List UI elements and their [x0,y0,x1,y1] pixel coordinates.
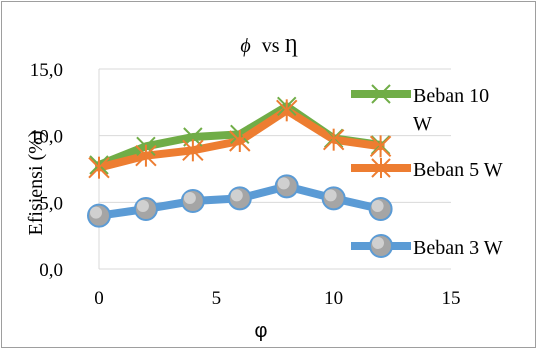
data-point-highlight [230,189,243,202]
legend-marker-0 [371,84,391,104]
data-point-highlight [371,200,384,212]
y-tick-labels: 0,0 5,0 10,0 15,0 [30,60,63,281]
legend-marker-1 [371,158,391,178]
legend-item-beban-10w: Beban 10 W [351,85,489,135]
chart-title-rest: vs Ƞ [262,35,298,57]
x-tick-label: 15 [442,288,461,309]
data-point-s2-6 [368,197,393,221]
x-axis-label: φ [255,320,268,342]
x-tick-label: 0 [94,288,104,309]
y-axis-label: Efisiensi (%) [25,131,47,236]
series-markers [87,96,393,228]
data-point-s1-5 [322,128,345,151]
data-point-s1-2 [182,139,204,162]
legend-label-beban-5w: Beban 5 W [413,159,503,181]
legend-label-beban-3w: Beban 3 W [413,237,503,259]
legend-marker-highlight [372,237,384,249]
data-point-s1-3 [229,130,251,152]
x-tick-label: 10 [324,288,343,309]
chart-title: ϕ vs Ƞ [240,35,297,57]
y-tick-label: 10,0 [30,127,63,148]
data-point-s1-0 [88,156,110,179]
y-tick-label: 5,0 [39,193,63,214]
x-tick-label: 5 [212,288,222,309]
legend-marker-2 [369,234,393,258]
data-point-s2-1 [133,197,158,221]
data-point-highlight [136,200,149,212]
gridlines [99,68,451,270]
x-tick-labels: 0 5 10 15 [94,288,460,309]
data-point-s2-0 [87,203,111,228]
data-point-s2-4 [274,174,299,199]
y-tick-label: 0,0 [39,260,63,281]
data-point-highlight [277,177,290,190]
data-point-s1-1 [135,144,157,167]
legend-label-beban-10w: Beban 10 [413,85,489,107]
data-point-s2-3 [227,186,252,211]
data-point-s1-6 [369,135,392,158]
data-point-s1-4 [276,99,298,122]
chart-title-symbol: ϕ [240,35,250,57]
legend-item-beban-5w: Beban 5 W [351,159,503,181]
legend-label-beban-10w-unit: W [413,113,432,135]
legend-marker-shape [371,84,391,104]
data-point-highlight [183,192,196,204]
y-tick-label: 15,0 [30,60,63,81]
legend: Beban 10 W Beban 5 W Beban 3 W [351,84,503,259]
data-point-highlight [90,206,102,219]
data-point-highlight [324,189,337,202]
data-point-s2-2 [180,189,205,213]
data-point-s2-5 [321,186,346,211]
